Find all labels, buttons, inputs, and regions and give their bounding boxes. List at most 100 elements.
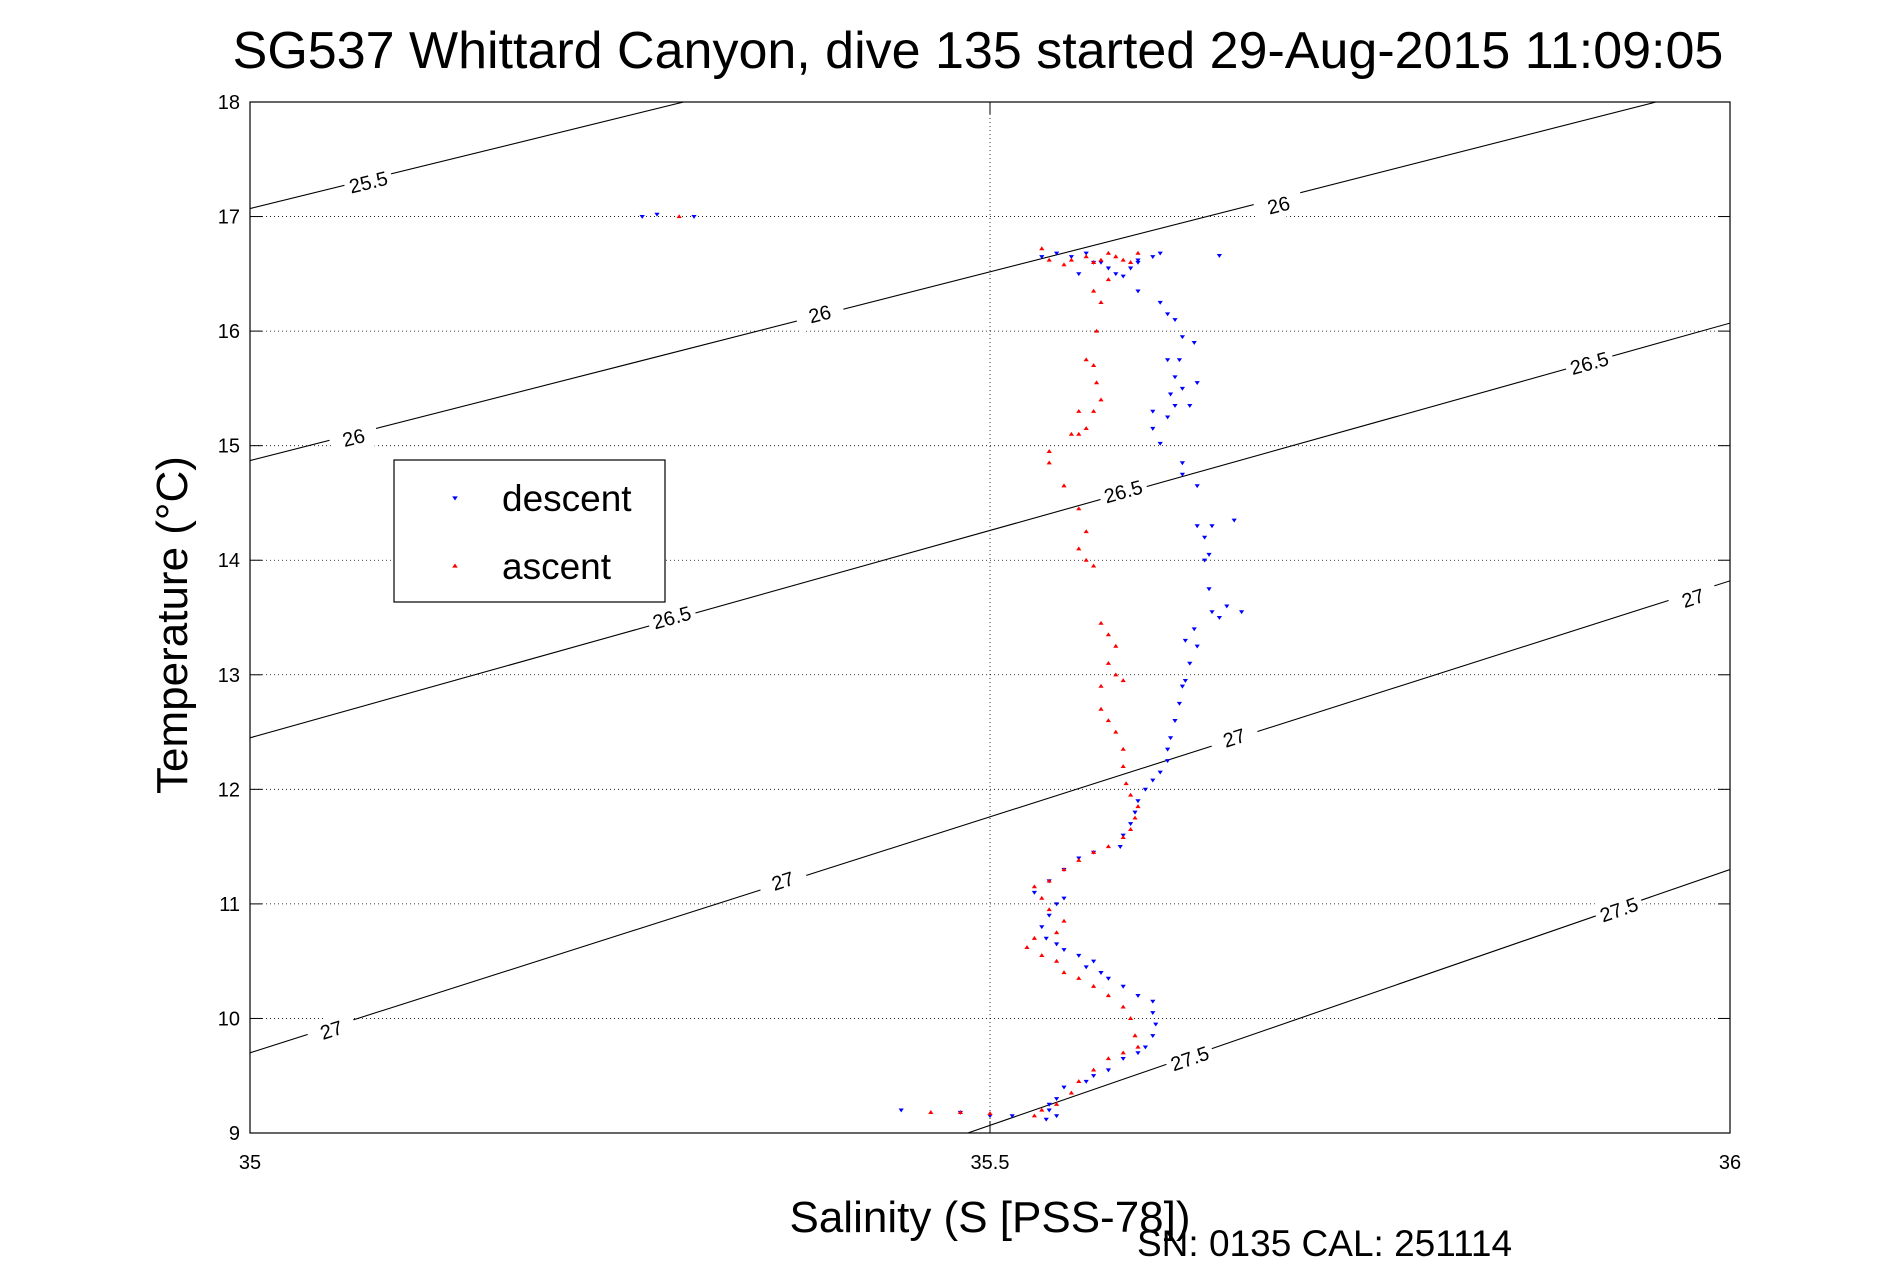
ascent-point: [1098, 257, 1104, 262]
legend: descent ascent: [393, 459, 666, 603]
ascent-point: [1076, 1079, 1082, 1084]
ascent-point: [1083, 426, 1089, 431]
ascent-point: [1128, 260, 1134, 264]
isopycnal-line: [250, 102, 684, 210]
ascent-point: [1135, 250, 1141, 255]
ascent-point: [1093, 328, 1100, 333]
descent-point: [1216, 615, 1222, 620]
descent-point: [1239, 610, 1245, 615]
descent-point: [1128, 822, 1134, 827]
descent-point: [1054, 942, 1060, 947]
descent-point: [1187, 404, 1193, 408]
contour-label: 26: [340, 425, 367, 452]
ascent-point: [1068, 431, 1074, 436]
descent-point: [1167, 736, 1174, 741]
ascent-point: [1132, 815, 1138, 820]
chart-title: SG537 Whittard Canyon, dive 135 started …: [233, 22, 1724, 80]
ascent-point: [1054, 1102, 1060, 1106]
descent-point: [1083, 1079, 1089, 1084]
ascent-point: [1105, 844, 1111, 849]
descent-point: [1179, 684, 1185, 689]
descent-point: [1039, 255, 1045, 259]
descent-point: [1191, 627, 1197, 632]
descent-point: [1098, 260, 1104, 265]
descent-point: [898, 1108, 904, 1113]
ascent-point: [1105, 718, 1111, 723]
y-tick-label: 15: [218, 436, 240, 458]
ascent-point: [1128, 827, 1134, 831]
legend-box: [393, 459, 666, 603]
ascent-point: [1093, 380, 1100, 385]
contour-label-bg: [327, 419, 381, 457]
ascent-point: [1061, 867, 1067, 872]
descent-point: [1105, 1068, 1111, 1073]
ascent-point: [1098, 300, 1104, 305]
y-tick-label: 14: [218, 550, 240, 572]
descent-point: [1191, 341, 1197, 345]
descent-point: [1194, 381, 1200, 386]
descent-point: [1061, 1085, 1067, 1090]
ascent-point: [1083, 557, 1089, 562]
ascent-point: [1113, 729, 1119, 734]
x-tick-label: 35.5: [971, 1152, 1010, 1174]
descent-point: [1142, 787, 1148, 792]
descent-point: [1076, 272, 1082, 277]
descent-point: [1202, 558, 1208, 563]
isopycnal-line: [250, 102, 1657, 462]
descent-point: [987, 1114, 993, 1119]
ascent-point: [1105, 250, 1111, 255]
serial-calibration-footer: SN: 0135 CAL: 251114: [1137, 1223, 1512, 1262]
axes: 35 35.5 36 9 10 11 12 13 14 15 16 17 18: [218, 92, 1741, 1174]
y-tick-label: 17: [218, 207, 240, 229]
ascent-point: [1031, 1113, 1037, 1118]
ascent-point: [1083, 254, 1089, 259]
descent-point: [1172, 404, 1178, 408]
descent-point: [1061, 948, 1067, 953]
descent-point: [1120, 1056, 1126, 1061]
ascent-point: [1120, 678, 1126, 683]
descent-point: [1176, 358, 1183, 363]
descent-point: [1194, 524, 1200, 529]
ascent-point: [1113, 254, 1119, 259]
descent-point: [1172, 719, 1178, 723]
ascent-point: [1120, 257, 1126, 262]
descent-point: [1176, 701, 1183, 706]
descent-point: [1182, 638, 1188, 643]
descent-point: [1153, 1022, 1159, 1027]
descent-point: [1182, 678, 1188, 683]
descent-point: [1135, 258, 1141, 263]
descent-point: [1150, 426, 1156, 431]
ascent-point: [1039, 953, 1045, 957]
descent-point: [1165, 747, 1171, 752]
ascent-point: [928, 1110, 934, 1114]
x-axis-label: Salinity (S [PSS-78]): [789, 1193, 1190, 1242]
ascent-point: [1120, 1004, 1126, 1009]
ascent-point: [1105, 993, 1111, 998]
plot-area: [249, 101, 1731, 1134]
ascent-point: [1128, 792, 1134, 797]
ascent-point: [987, 1111, 993, 1116]
descent-point: [1187, 661, 1193, 666]
ascent-point: [1105, 1056, 1111, 1061]
descent-point: [1216, 253, 1222, 258]
y-tick-label: 12: [218, 779, 240, 801]
contour-label: 26: [807, 301, 834, 328]
descent-point: [1135, 799, 1141, 804]
descent-point: [1179, 335, 1185, 340]
ascent-point: [1128, 1016, 1134, 1021]
ascent-point: [1046, 907, 1052, 912]
ascent-point: [1091, 288, 1097, 293]
contour-label-bg: [1562, 344, 1617, 383]
ascent-point: [1061, 918, 1067, 923]
descent-point: [1150, 999, 1156, 1004]
contour-label-bg: [1096, 472, 1150, 511]
contour-label-bg: [645, 598, 699, 637]
ascent-point: [957, 1110, 963, 1114]
descent-point: [1113, 272, 1119, 277]
ascent-point: [1091, 984, 1097, 988]
descent-point: [1054, 1114, 1060, 1119]
legend-marker-descent: [452, 496, 458, 501]
descent-point: [654, 212, 660, 217]
